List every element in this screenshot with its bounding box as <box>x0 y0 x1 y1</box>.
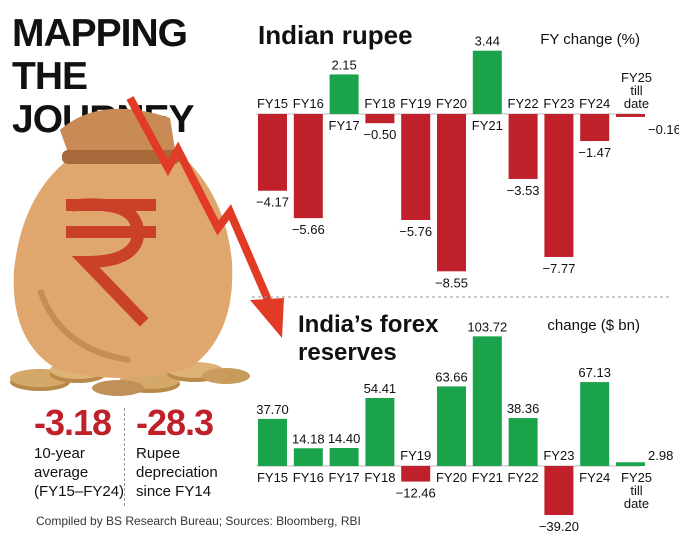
rupee-category-label-fy24: FY24 <box>579 96 610 111</box>
rupee-category-label-fy17: FY17 <box>329 118 360 133</box>
forex-value-label-fy24: 67.13 <box>578 365 611 380</box>
rupee-category-label-fy15: FY15 <box>257 96 288 111</box>
forex-bar-fy23 <box>544 466 574 515</box>
source-note: Compiled by BS Research Bureau; Sources:… <box>36 514 361 528</box>
rupee-money-bag-icon <box>13 108 233 379</box>
forex-value-label-fy15: 37.70 <box>256 402 289 417</box>
forex-bar-fy20 <box>437 386 466 466</box>
rupee-depreciation-label-line-2: depreciation <box>136 464 218 481</box>
forex-category-label-fy22: FY22 <box>508 470 539 485</box>
forex-category-label-fy24: FY24 <box>579 470 610 485</box>
rupee-value-label-fy16: −5.66 <box>292 222 325 237</box>
forex-chart-unit-label: change ($ bn) <box>547 317 640 334</box>
rupee-value-label-fy20: −8.55 <box>435 275 468 290</box>
rupee-bar-fy16 <box>293 114 323 219</box>
rupee-depreciation-label-line-3: since FY14 <box>136 483 212 500</box>
rupee-bar-fy19 <box>401 114 431 220</box>
rupee-chart-title: Indian rupee <box>258 20 413 50</box>
rupee-category-label-fy25-till-date-line-1: FY25 <box>621 70 652 85</box>
rupee-depreciation-label: Rupee depreciation since FY14 <box>136 444 218 501</box>
forex-bar-fy18 <box>365 397 395 466</box>
rupee-category-label-fy21: FY21 <box>472 118 503 133</box>
rupee-category-label-fy25-till-date-line-3: date <box>624 96 649 111</box>
forex-chart-title-line-1: India’s forex <box>298 311 439 338</box>
forex-value-label-fy16: 14.18 <box>292 431 325 446</box>
forex-bar-fy22 <box>508 418 538 466</box>
forex-category-label-fy19: FY19 <box>400 448 431 463</box>
coin-stack-icon <box>10 361 250 396</box>
rupee-value-label-fy19: −5.76 <box>399 224 432 239</box>
forex-value-label-fy21: 103.72 <box>467 319 507 334</box>
forex-category-label-fy21: FY21 <box>472 470 503 485</box>
headline-line-1: MAPPING <box>12 12 188 55</box>
rupee-depreciation-label-line-1: Rupee <box>136 445 181 462</box>
falling-arrow-icon <box>126 96 284 338</box>
rupee-value-label-fy22: −3.53 <box>507 183 540 198</box>
rupee-depreciation-value: -28.3 <box>136 402 214 443</box>
rupee-value-label-fy15: −4.17 <box>256 195 289 210</box>
rupee-category-label-fy18: FY18 <box>364 96 395 111</box>
rupee-bar-fy22 <box>508 114 538 179</box>
rupee-value-label-fy21: 3.44 <box>475 34 500 49</box>
forex-chart: India’s forex reserves change ($ bn) 37.… <box>256 311 673 534</box>
forex-category-label-fy17: FY17 <box>329 470 360 485</box>
forex-bar-fy17 <box>329 448 359 466</box>
forex-category-label-fy18: FY18 <box>364 470 395 485</box>
rupee-bar-fy18 <box>365 114 395 124</box>
rupee-bar-fy24 <box>580 114 610 142</box>
rupee-bar-fy17 <box>329 74 359 114</box>
forex-bar-fy24 <box>580 382 610 466</box>
ten-year-average-label: 10-year average (FY15–FY24) <box>34 444 124 501</box>
rupee-category-label-fy20: FY20 <box>436 96 467 111</box>
rupee-bar-fy23 <box>544 114 574 257</box>
ten-year-average-label-line-1: 10-year <box>34 445 85 462</box>
rupee-chart-unit-label: FY change (%) <box>540 31 640 48</box>
rupee-bar-fy25-till-date <box>616 114 645 117</box>
rupee-bar-fy15 <box>258 114 287 191</box>
ten-year-average-value: -3.18 <box>34 402 112 443</box>
rupee-category-label-fy23: FY23 <box>543 96 574 111</box>
forex-bar-fy21 <box>472 336 502 466</box>
rupee-bar-fy21 <box>472 50 502 114</box>
forex-bar-fy25-till-date <box>616 462 645 466</box>
rupee-value-label-fy24: −1.47 <box>578 145 611 160</box>
forex-value-label-fy17: 14.40 <box>328 431 361 446</box>
forex-chart-title-line-2: reserves <box>298 339 397 366</box>
rupee-value-label-fy18: −0.50 <box>363 127 396 142</box>
rupee-value-label-fy25-till-date: −0.16 <box>648 122 679 137</box>
rupee-category-label-fy22: FY22 <box>508 96 539 111</box>
forex-chart-bars: 37.70 FY15 14.18 FY16 14.40 FY17 54.41 FY18−12.… <box>256 319 673 534</box>
rupee-category-label-fy19: FY19 <box>400 96 431 111</box>
stats-divider <box>124 408 125 506</box>
forex-category-label-fy15: FY15 <box>257 470 288 485</box>
forex-category-label-fy25-till-date-line-1: FY25 <box>621 470 652 485</box>
ten-year-average-label-line-2: average <box>34 464 89 481</box>
forex-value-label-fy25-till-date: 2.98 <box>648 448 673 463</box>
forex-value-label-fy20: 63.66 <box>435 369 468 384</box>
rupee-category-label-fy25-till-date-line-2: till <box>630 83 642 98</box>
forex-bar-fy19 <box>401 466 431 482</box>
rupee-value-label-fy17: 2.15 <box>331 57 356 72</box>
rupee-bar-fy20 <box>437 114 466 272</box>
forex-value-label-fy19: −12.46 <box>396 486 436 501</box>
forex-value-label-fy18: 54.41 <box>364 381 397 396</box>
rupee-value-label-fy23: −7.77 <box>542 261 575 276</box>
forex-bar-fy16 <box>293 448 323 466</box>
forex-bar-fy15 <box>258 418 287 466</box>
forex-value-label-fy23: −39.20 <box>539 519 579 534</box>
forex-category-label-fy23: FY23 <box>543 448 574 463</box>
rupee-chart: Indian rupee FY change (%) −4.17 FY15 −5.6… <box>256 20 679 290</box>
ten-year-average-label-line-3: (FY15–FY24) <box>34 483 125 500</box>
rupee-chart-bars: −4.17 FY15 −5.66 FY16 2.15 FY17−0.50 FY18 −5.76… <box>256 34 679 291</box>
forex-category-label-fy20: FY20 <box>436 470 467 485</box>
forex-category-label-fy16: FY16 <box>293 470 324 485</box>
forex-value-label-fy22: 38.36 <box>507 401 540 416</box>
forex-category-label-fy25-till-date-line-2: till <box>630 483 642 498</box>
rupee-category-label-fy16: FY16 <box>293 96 324 111</box>
forex-category-label-fy25-till-date-line-3: date <box>624 496 649 511</box>
